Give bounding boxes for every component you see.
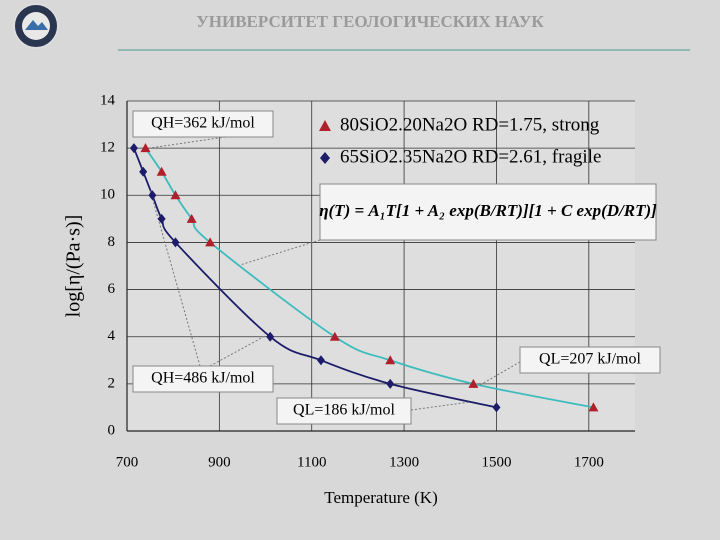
annotation: QH=486 kJ/mol	[151, 370, 255, 387]
x-tick-label: 1100	[297, 454, 326, 470]
curves	[133, 147, 594, 409]
x-tick-label: 1700	[574, 454, 604, 470]
marks: 80SiO2.20Na2O RD=1.75, strong 65SiO2.35Na…	[129, 114, 601, 413]
data-point	[329, 331, 340, 341]
legend-marker	[320, 152, 330, 164]
y-tick-label: 14	[100, 92, 116, 108]
annotation: QH=362 kJ/mol	[151, 115, 255, 132]
fit-curve	[133, 147, 497, 409]
data-point	[266, 331, 275, 342]
data-point	[157, 213, 166, 224]
slide-title: УНИВЕРСИТЕТ ГЕОЛОГИЧЕСКИХ НАУК	[196, 12, 544, 31]
legend-marker	[319, 120, 331, 131]
annotation: QL=207 kJ/mol	[539, 351, 641, 368]
data-point	[205, 237, 216, 247]
fit-curve	[144, 147, 594, 409]
y-tick-label: 2	[108, 375, 116, 391]
x-axis-label: Temperature (K)	[324, 488, 438, 507]
data-point	[316, 355, 325, 366]
y-axis-label: log[η/(Pa·s)]	[63, 215, 85, 318]
formula: η(T) = A₁T[1 + A₂ exp(B/RT)][1 + C exp(D…	[319, 201, 657, 220]
data-point	[170, 190, 181, 200]
annotation: QL=186 kJ/mol	[293, 402, 395, 419]
grid: 0 2 4 6 8 10 12 14 700 900 1100 1300 1500 1700	[100, 92, 635, 470]
data-point	[492, 402, 501, 413]
y-tick-label: 6	[108, 281, 116, 297]
x-tick-label: 1500	[481, 454, 511, 470]
x-tick-label: 900	[208, 454, 231, 470]
data-point	[186, 213, 197, 223]
legend-label: 80SiO2.20Na2O RD=1.75, strong	[340, 114, 600, 135]
y-tick-label: 0	[108, 422, 116, 438]
x-tick-label: 700	[116, 454, 139, 470]
data-point	[385, 355, 396, 365]
data-point	[139, 166, 148, 177]
data-point	[148, 190, 157, 201]
logo	[13, 3, 59, 49]
legend-label: 65SiO2.35Na2O RD=2.61, fragile	[340, 146, 601, 167]
data-point	[468, 378, 479, 388]
x-tick-label: 1300	[389, 454, 419, 470]
data-point	[129, 143, 138, 154]
y-tick-label: 10	[100, 187, 115, 203]
data-point	[171, 237, 180, 248]
y-tick-label: 4	[108, 328, 116, 344]
annotation-boxes	[132, 110, 661, 425]
data-point	[140, 143, 151, 153]
data-point	[386, 378, 395, 389]
data-point	[588, 402, 599, 412]
data-point	[156, 166, 167, 176]
y-tick-label: 8	[108, 234, 116, 250]
y-tick-label: 12	[100, 140, 115, 156]
